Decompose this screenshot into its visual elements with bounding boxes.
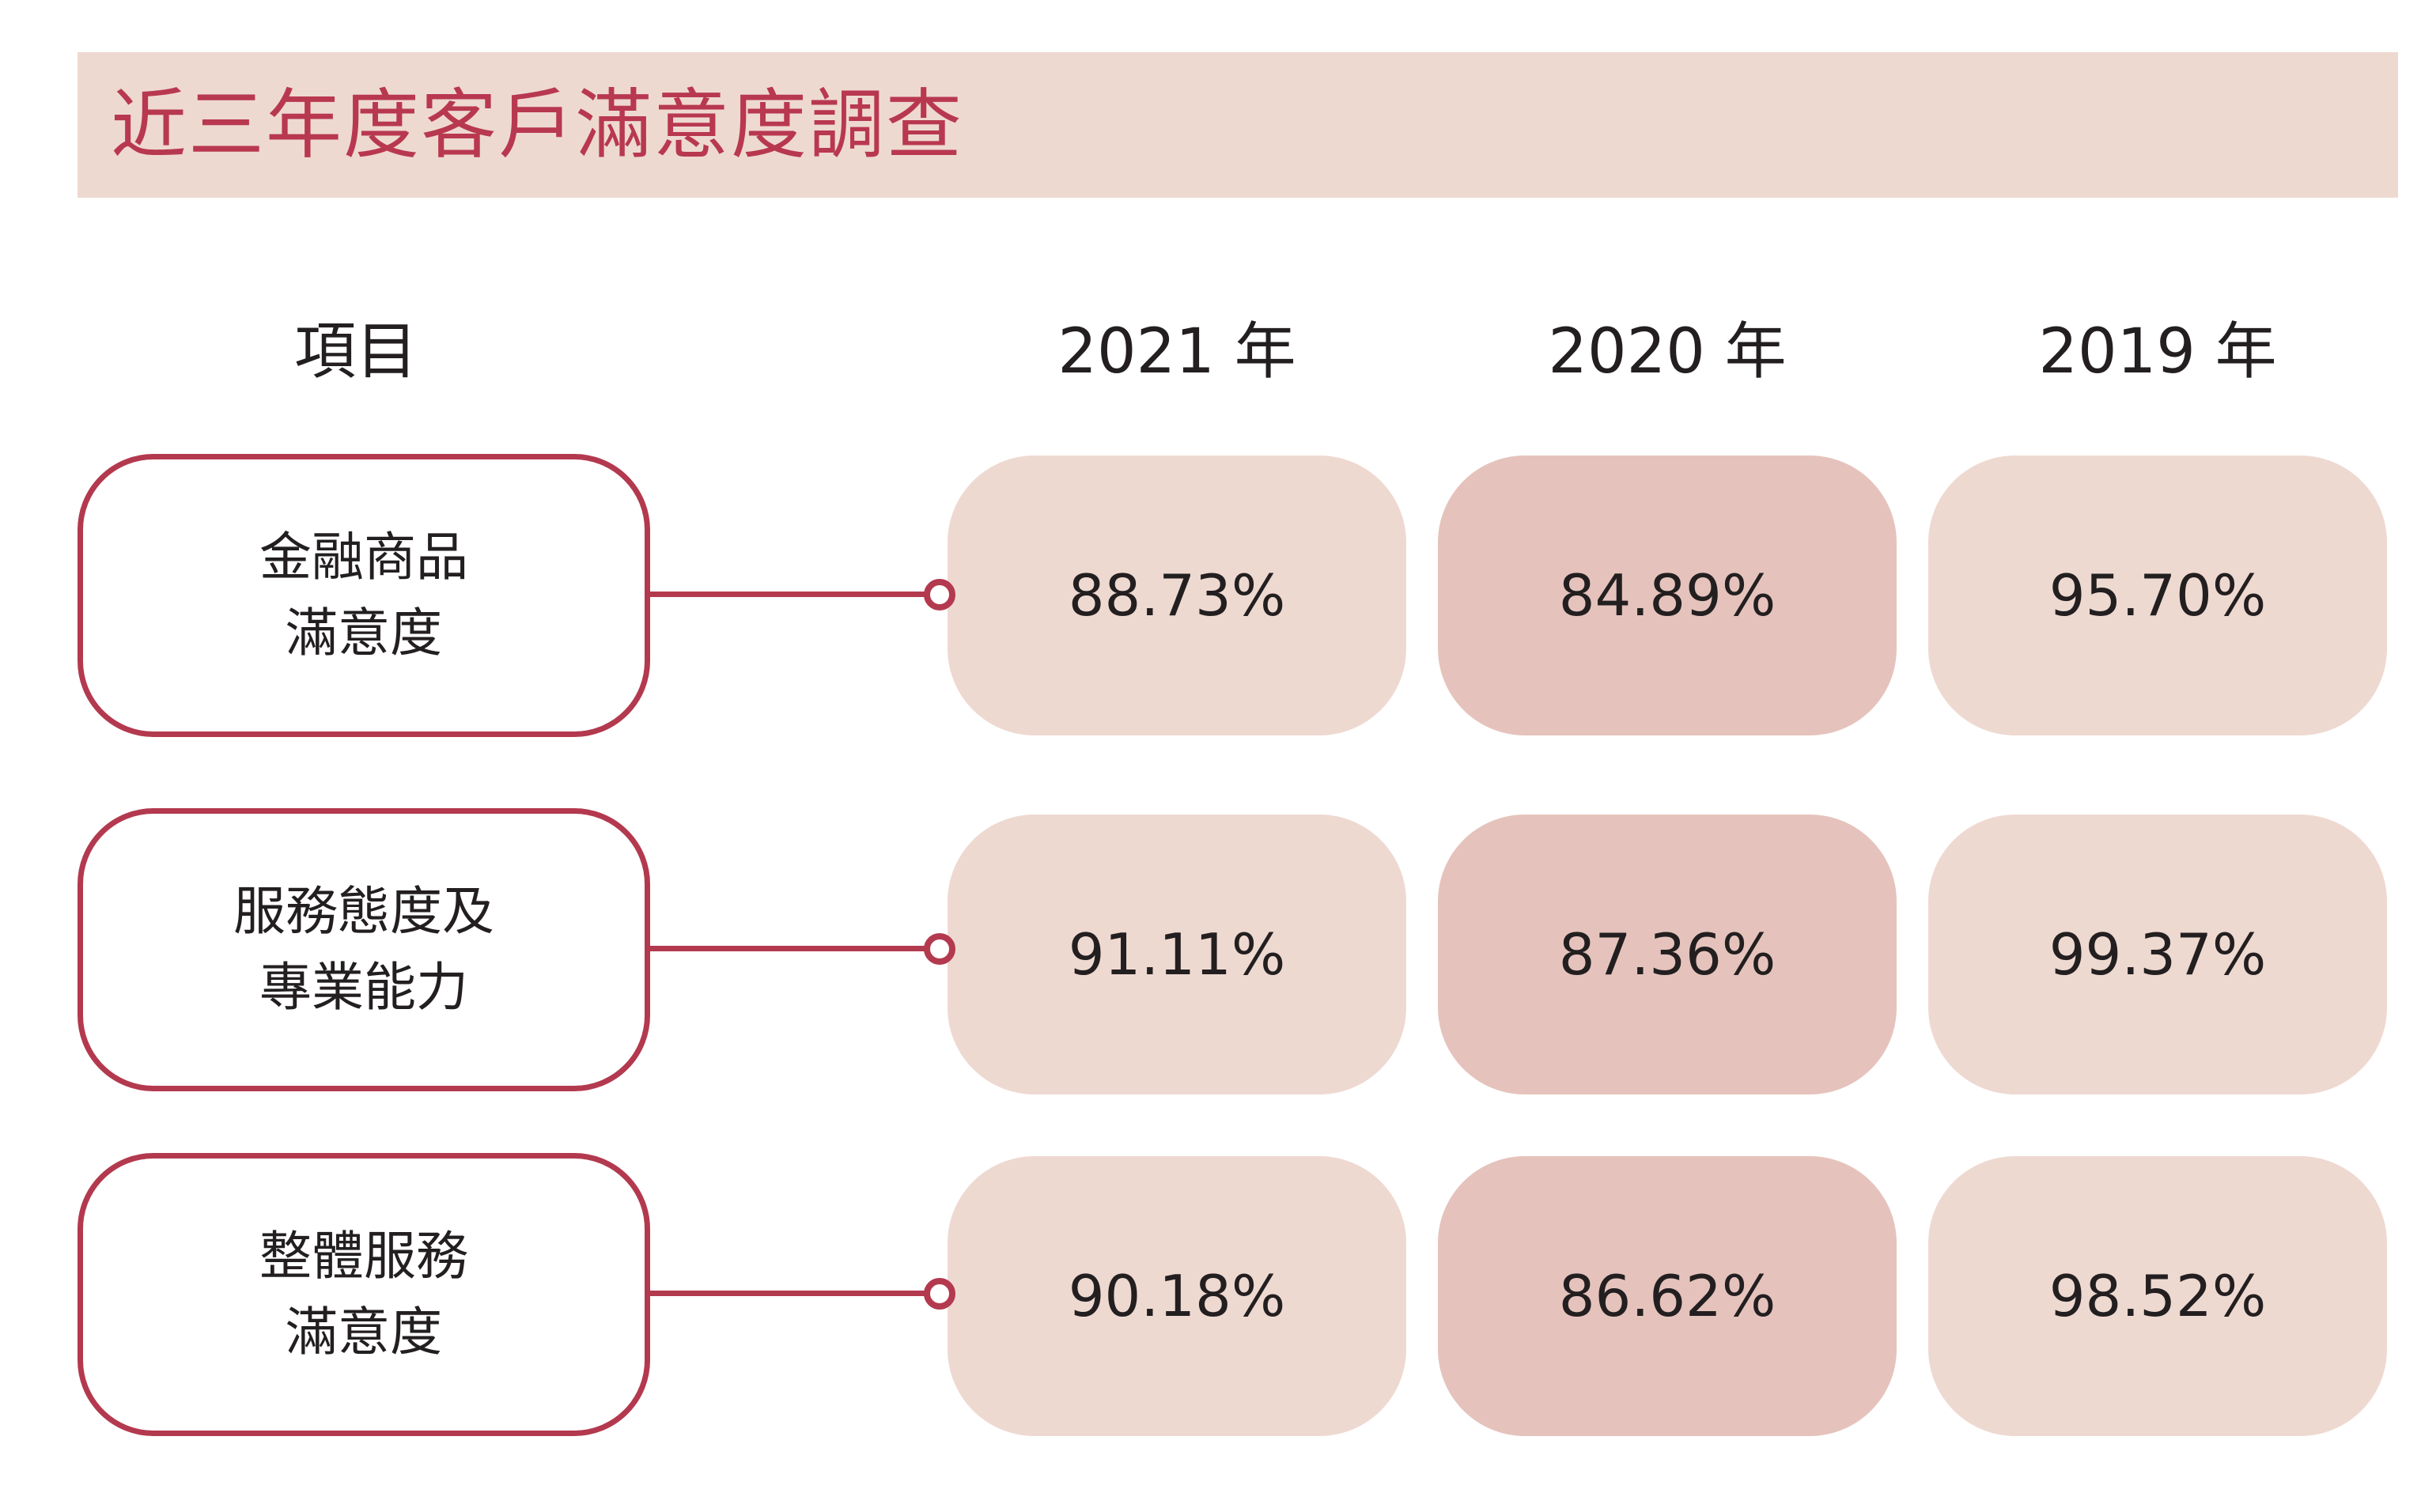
- value-cell-2021: 88.73%: [948, 455, 1406, 735]
- connector-dot: [924, 933, 955, 965]
- connector-dot: [924, 579, 955, 610]
- row-connector-line: [650, 592, 938, 597]
- connector-dot: [924, 1278, 955, 1310]
- header-year-2019: 2019 年: [2038, 316, 2277, 387]
- header-year-2020: 2020 年: [1548, 316, 1787, 387]
- title-banner: 近三年度客戶滿意度調查: [78, 52, 2398, 198]
- row-label-financial-products: 金融商品 滿意度: [78, 454, 650, 737]
- value-cell-2019: 98.52%: [1928, 1156, 2387, 1436]
- page-title: 近三年度客戶滿意度調查: [111, 81, 963, 169]
- row-label-line: 金融商品: [259, 527, 468, 588]
- row-label-line: 整體服務: [259, 1226, 468, 1287]
- value-cell-2019: 95.70%: [1928, 455, 2387, 735]
- row-connector-line: [650, 1291, 938, 1296]
- value-cell-2021: 90.18%: [948, 1156, 1406, 1436]
- header-year-2021: 2021 年: [1057, 316, 1296, 387]
- row-connector-line: [650, 946, 938, 951]
- row-label-line: 滿意度: [286, 603, 442, 663]
- header-item: 項目: [293, 316, 418, 387]
- value-cell-2020: 84.89%: [1438, 455, 1897, 735]
- value-cell-2020: 86.62%: [1438, 1156, 1897, 1436]
- row-label-overall-service: 整體服務 滿意度: [78, 1153, 650, 1436]
- value-cell-2021: 91.11%: [948, 815, 1406, 1094]
- row-label-line: 專業能力: [259, 957, 468, 1018]
- row-label-service-attitude: 服務態度及 專業能力: [78, 808, 650, 1091]
- row-label-line: 服務態度及: [233, 881, 494, 942]
- row-label-line: 滿意度: [286, 1302, 442, 1363]
- value-cell-2020: 87.36%: [1438, 815, 1897, 1094]
- value-cell-2019: 99.37%: [1928, 815, 2387, 1094]
